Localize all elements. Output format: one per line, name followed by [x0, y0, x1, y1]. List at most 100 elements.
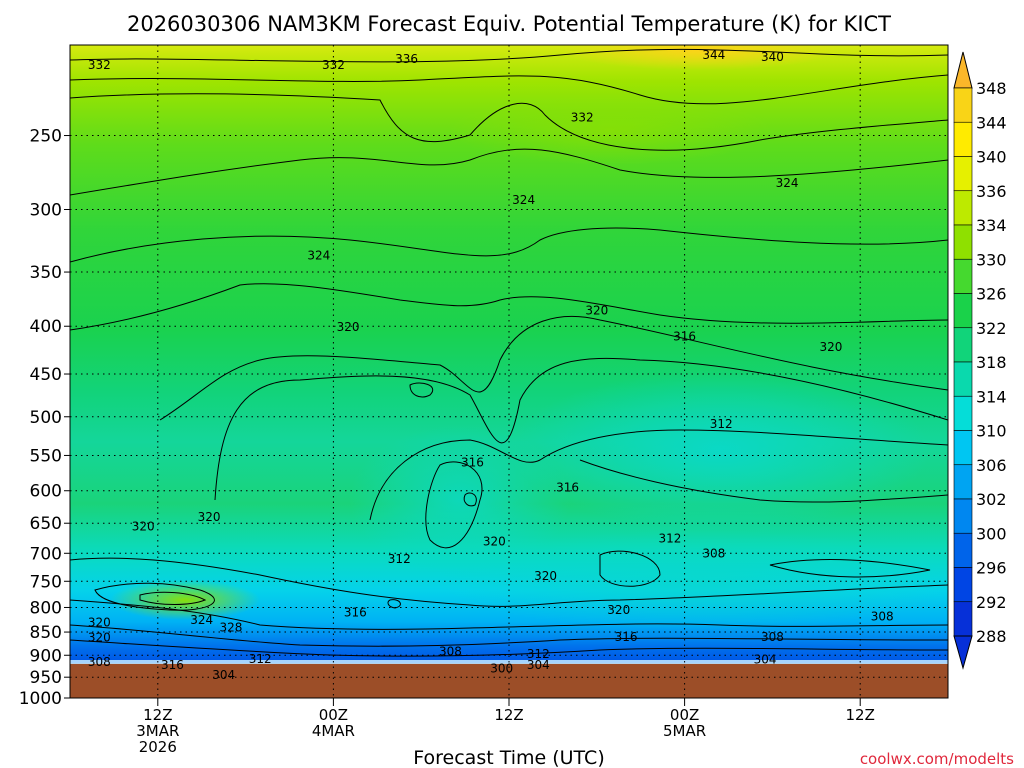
contour-label: 304	[212, 668, 235, 682]
contour-label: 316	[556, 480, 579, 494]
y-tick-label: 300	[30, 201, 62, 221]
upper-green-dip	[450, 95, 770, 165]
x-axis-label: Forecast Time (UTC)	[413, 747, 604, 768]
colorbar-label: 306	[976, 456, 1007, 475]
colorbar-label: 296	[976, 559, 1007, 578]
colorbar-label: 322	[976, 319, 1007, 338]
x-tick-label: 00Z	[319, 706, 348, 724]
contour-label: 320	[132, 519, 155, 533]
plot-area	[70, 45, 948, 665]
y-tick-label: 550	[30, 446, 62, 466]
contour-label: 312	[710, 417, 733, 431]
contour-label: 328	[220, 620, 243, 634]
colorbar-swatch	[953, 87, 973, 123]
colorbar-label: 300	[976, 524, 1007, 543]
colorbar-bottom-arrow	[953, 635, 973, 670]
contour-label: 320	[483, 535, 506, 549]
contour-label: 308	[88, 655, 111, 669]
colorbar-label: 302	[976, 490, 1007, 509]
contour-label: 300	[490, 662, 513, 676]
colorbar-label: 326	[976, 285, 1007, 304]
contour-label: 312	[249, 652, 272, 666]
colorbar-label: 334	[976, 216, 1007, 235]
x-tick-label: 12Z	[494, 706, 523, 724]
lowlevel-cyan-band	[440, 530, 948, 630]
contour-label: 308	[702, 546, 725, 560]
contour-label: 320	[819, 340, 842, 354]
contour-label: 324	[512, 193, 535, 207]
contour-label: 320	[607, 603, 630, 617]
colorbar-label: 336	[976, 182, 1007, 201]
colorbar-swatch	[953, 567, 973, 603]
y-tick-label: 600	[30, 482, 62, 502]
contour-label: 312	[388, 552, 411, 566]
x-tick-label: 12Z	[846, 706, 875, 724]
colorbar-swatch	[953, 156, 973, 192]
colorbar-label: 348	[976, 79, 1007, 98]
contour-label: 336	[395, 52, 418, 66]
contour-label: 316	[344, 606, 367, 620]
contour-label: 308	[761, 630, 784, 644]
colorbar-swatch	[953, 224, 973, 260]
contour-label: 332	[322, 58, 345, 72]
contour-lines	[70, 48, 948, 657]
gridlines	[70, 45, 948, 698]
colorbar-label: 288	[976, 627, 1007, 646]
y-tick-label: 650	[30, 514, 62, 534]
contour-label: 332	[88, 58, 111, 72]
x-tick-label: 2026	[139, 738, 177, 756]
lowlevel-warm-core	[110, 580, 260, 620]
colorbar-label: 310	[976, 422, 1007, 441]
contour-label: 324	[190, 613, 213, 627]
credit-text: coolwx.com/modelts	[860, 750, 1014, 768]
contour-label: 324	[307, 248, 330, 262]
colorbar-swatch	[953, 190, 973, 226]
colorbar-label: 340	[976, 148, 1007, 167]
contour-label: 308	[439, 645, 462, 659]
contour-label: 320	[585, 304, 608, 318]
colorbar-swatch	[953, 293, 973, 329]
colorbar-swatch	[953, 361, 973, 397]
contour-label: 320	[198, 510, 221, 524]
colorbar-swatch	[953, 395, 973, 431]
chart-title: 2026030306 NAM3KM Forecast Equiv. Potent…	[127, 12, 891, 36]
y-tick-label: 250	[30, 127, 62, 147]
colorbar-swatch	[953, 327, 973, 363]
x-tick-label: 4MAR	[312, 722, 355, 740]
colorbar: 348 344 340 336 334 330 326 322 318 314 310 306 302 3…	[953, 51, 1007, 670]
y-tick-label: 1000	[19, 689, 62, 709]
y-tick-label: 750	[30, 572, 62, 592]
colorbar-top-arrow	[953, 51, 973, 89]
colorbar-swatch	[953, 430, 973, 466]
contour-label: 316	[615, 630, 638, 644]
contour-label: 320	[88, 615, 111, 629]
contour-label: 308	[871, 609, 894, 623]
contour-label: 312	[527, 647, 550, 661]
contour-label: 320	[534, 569, 557, 583]
contour-label: 320	[337, 320, 360, 334]
x-tick-label: 3MAR	[136, 722, 179, 740]
y-axis: 250 300 350 400 450 500 550 600 650 700 750 800 850 9…	[19, 127, 70, 709]
x-tick-label: 5MAR	[663, 722, 706, 740]
y-tick-label: 400	[30, 317, 62, 337]
contour-label: 316	[461, 456, 484, 470]
contour-label: 344	[702, 48, 725, 62]
contour-label: 340	[761, 50, 784, 64]
contour-label: 320	[88, 631, 111, 645]
colorbar-swatch	[953, 464, 973, 500]
y-tick-label: 500	[30, 408, 62, 428]
colorbar-label: 344	[976, 113, 1007, 132]
contour-label: 324	[776, 176, 799, 190]
colorbar-swatch	[953, 498, 973, 534]
contour-label: 312	[659, 532, 682, 546]
contour-labels: 332 332 336 344 340 332 324 324 324 320 320 316 320 3…	[88, 48, 894, 682]
x-tick-label: 12Z	[143, 706, 172, 724]
midlevel-cyan-region-center	[350, 425, 570, 575]
colorbar-swatch	[953, 121, 973, 157]
y-tick-label: 350	[30, 263, 62, 283]
colorbar-label: 292	[976, 593, 1007, 612]
ground	[70, 663, 948, 698]
colorbar-label: 318	[976, 353, 1007, 372]
